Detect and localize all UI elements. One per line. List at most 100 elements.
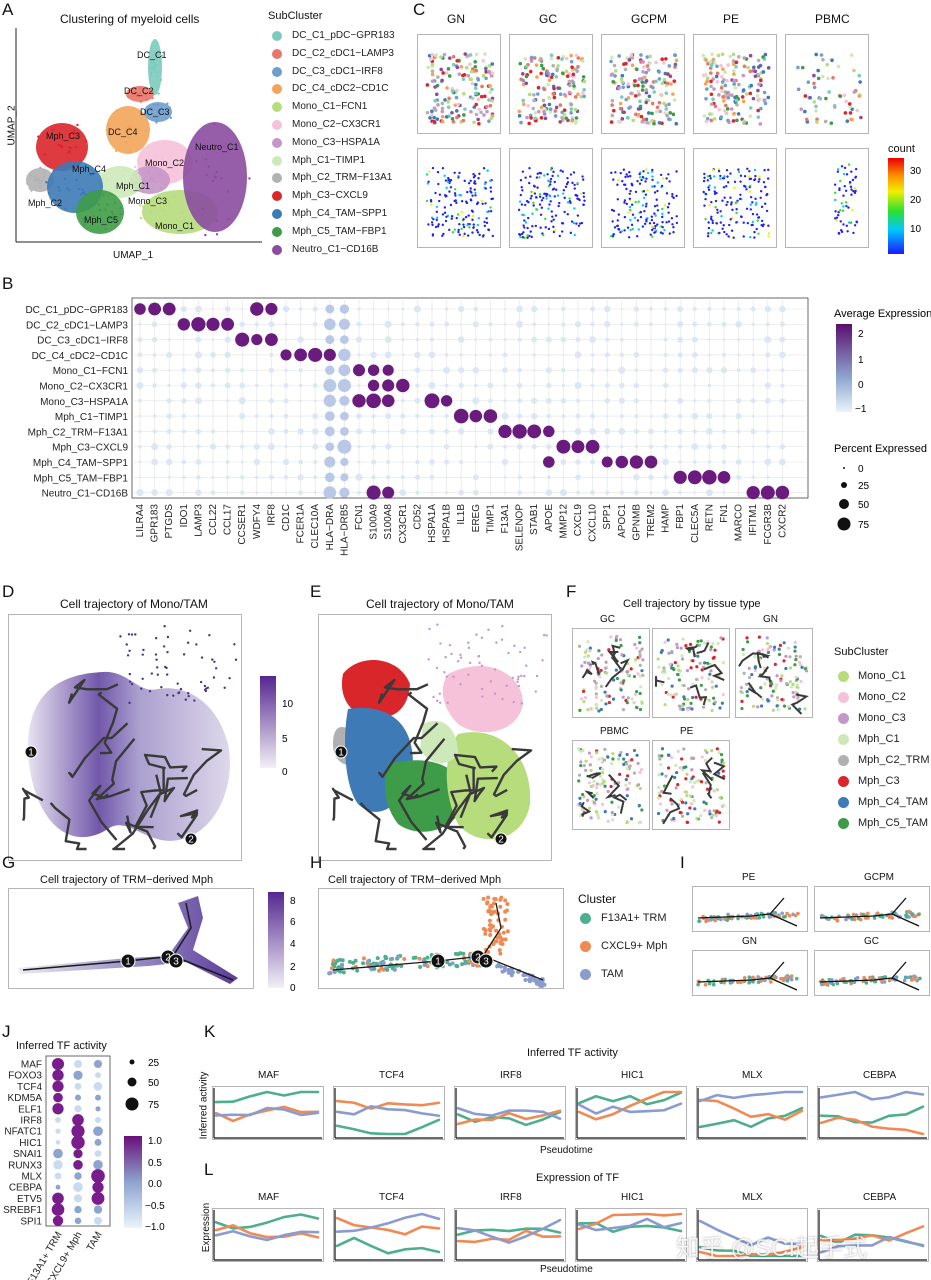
h-legend-label: TAM (601, 968, 624, 980)
c-umap-GCPM-0 (601, 34, 685, 134)
j-dot (52, 1192, 64, 1205)
f-legend-label: Mono_C1 (858, 670, 906, 682)
b-dot (136, 382, 144, 389)
b-dot (503, 307, 507, 311)
b-dot (750, 398, 756, 404)
b-dot (429, 474, 435, 480)
d-tick-5: 5 (282, 734, 288, 745)
b-dot (502, 367, 508, 373)
b-dot (314, 369, 317, 372)
b-dot (429, 459, 435, 465)
count-tick-10: 10 (910, 224, 922, 235)
b-dot (575, 459, 581, 465)
trajectory-node: 1 (125, 957, 131, 968)
j-dot (74, 1060, 82, 1068)
b-dot (779, 305, 786, 313)
b-dot (414, 474, 421, 480)
b-gene-label: CX3CR1 (398, 504, 409, 544)
b-dot (503, 383, 507, 388)
b-dot (706, 367, 713, 374)
b-dot (590, 383, 595, 388)
b-dot (561, 367, 566, 373)
b-dot (460, 445, 463, 448)
b-dot (429, 321, 435, 327)
b-row-label: Mph_C3−CXCL9 (52, 443, 128, 454)
b-dot (545, 367, 552, 374)
j-tf-label: RUNX3 (8, 1160, 42, 1171)
b-dot (474, 353, 478, 357)
f-legend-swatch (838, 755, 849, 766)
b-dot (722, 414, 726, 418)
b-dot (168, 323, 171, 326)
b-dot (634, 414, 639, 419)
i-traj-PE (692, 886, 808, 932)
b-dot (503, 491, 507, 494)
umap-label-5: Mono_C2 (145, 158, 184, 168)
b-dot (165, 489, 173, 497)
c-umap-PBMC-1 (785, 148, 869, 248)
b-dot (313, 475, 318, 480)
watermark-text: 知乎 @SCI起手式 (676, 1235, 868, 1262)
b-dot (240, 444, 245, 449)
b-dot (575, 474, 581, 481)
b-dot (516, 382, 523, 389)
c-umap-PE-1 (693, 148, 777, 248)
b-dot (516, 320, 524, 328)
b-dot (635, 338, 638, 341)
b-dot (401, 337, 405, 342)
b-dot (241, 353, 244, 356)
b-dot (211, 475, 215, 479)
b-dot (577, 308, 579, 310)
b-dot (240, 429, 244, 433)
b-dot (338, 348, 351, 362)
f-tissue-label: GN (763, 614, 778, 625)
b-dot (458, 367, 465, 374)
b-dot (707, 460, 712, 464)
tf-lines-MAF (212, 1086, 324, 1140)
b-dot (367, 364, 380, 376)
j-tf-label: NFATC1 (4, 1127, 42, 1138)
a-legend-label: DC_C4_cDC2−CD1C (292, 83, 389, 95)
b-gene-label: HAMP (661, 504, 672, 533)
b-dot (429, 337, 435, 342)
b-dot (284, 491, 288, 494)
a-legend-label: Mph_C3−CXCL9 (292, 190, 368, 202)
b-dot (239, 367, 245, 373)
b-dot (736, 474, 741, 480)
b-dot (693, 491, 696, 494)
b-dot (590, 322, 595, 327)
b-dot (619, 382, 625, 389)
j-dot (95, 1106, 101, 1112)
panel-label-g: G (2, 853, 16, 872)
tf-panel-label: IRF8 (500, 1192, 522, 1203)
f-legend-swatch (838, 713, 849, 724)
j-dot (94, 1138, 102, 1146)
b-dot (136, 489, 144, 497)
b-gene-label: LILRA4 (135, 504, 146, 538)
b-dot (196, 444, 201, 449)
b-dot (458, 305, 465, 313)
b-dot (620, 322, 624, 326)
f-legend-label: Mph_C3 (858, 775, 900, 787)
h-legend-label: CXCL9+ Mph (601, 940, 668, 952)
b-dot (323, 486, 337, 499)
b-dot (488, 337, 493, 342)
b-dot (590, 413, 596, 419)
b-dot (483, 409, 498, 423)
trajectory-node: 2 (165, 953, 171, 964)
b-dot (152, 367, 158, 373)
j-dot (53, 1092, 63, 1103)
b-dot (280, 349, 292, 361)
b-dot (195, 367, 202, 374)
b-dot (298, 383, 303, 388)
b-dot (324, 411, 335, 422)
b-dot (167, 475, 171, 479)
b-gene-label: FCER1A (296, 504, 307, 544)
b-dot (298, 490, 303, 495)
b-dot (780, 383, 785, 388)
b-dot (282, 458, 290, 466)
tf-panel-label: CEBPA (863, 1070, 897, 1081)
b-dot (474, 430, 477, 433)
b-dot (382, 364, 394, 376)
